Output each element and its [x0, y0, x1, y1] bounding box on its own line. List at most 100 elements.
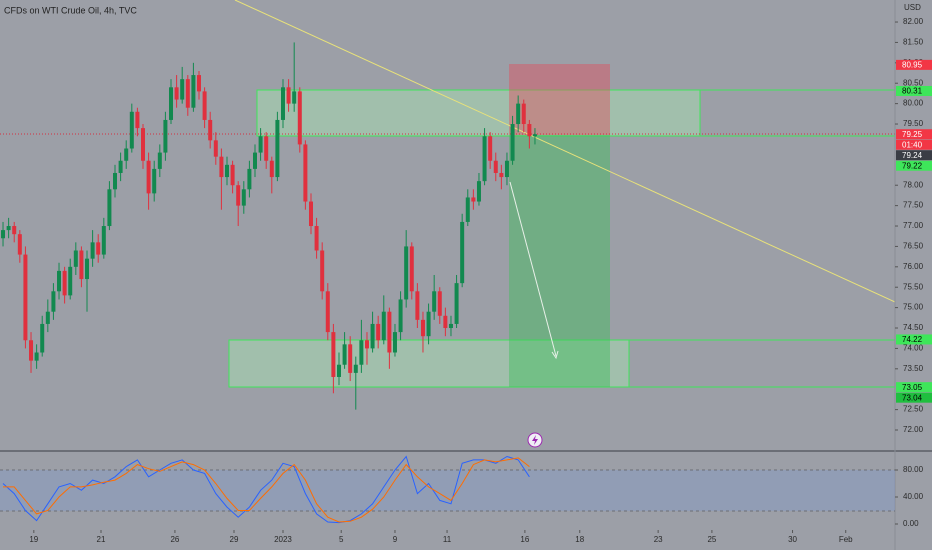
candle-body [404, 246, 409, 300]
badge-label: 73.04 [902, 393, 923, 402]
candle-body [169, 87, 174, 120]
candle-body [342, 344, 347, 365]
badge-bg [896, 392, 932, 403]
candle-body [460, 221, 465, 284]
candle-body [247, 168, 252, 190]
y-tick-label: 82.00 [903, 17, 924, 26]
candle-body [275, 119, 280, 178]
candle-body [331, 332, 336, 377]
x-tick-label: 26 [170, 535, 179, 544]
x-tick-label: 2023 [274, 535, 292, 544]
y-tick-label: 74.00 [903, 344, 924, 353]
badge-label: 79.25 [902, 130, 923, 139]
candle-body [236, 185, 241, 206]
candle-body [437, 291, 442, 316]
candle-body [208, 119, 213, 141]
candle-body [409, 246, 414, 292]
candle-body [40, 323, 45, 353]
indicator-tick-label: 40.00 [903, 492, 924, 501]
candle-body [191, 75, 196, 108]
candle-body [135, 111, 140, 129]
y-tick-label: 80.00 [903, 99, 924, 108]
badge-label: 73.05 [902, 383, 923, 392]
y-tick-label: 78.00 [903, 180, 924, 189]
trend-line [234, 0, 896, 303]
badge-label: 80.31 [902, 87, 923, 96]
candle-body [353, 364, 358, 373]
price-badge: 73.04 [896, 392, 932, 403]
badge-bg [896, 59, 932, 70]
price-badge: 73.05 [896, 382, 932, 393]
candle-body [364, 340, 369, 349]
stop-zone [509, 64, 610, 135]
candle-body [17, 234, 22, 255]
candle-body [68, 266, 73, 296]
candle-body [85, 258, 90, 280]
candle-body [230, 164, 235, 186]
candle-body [303, 144, 308, 202]
candle-body [141, 128, 146, 161]
candle-body [476, 181, 481, 202]
candle-body [454, 283, 459, 324]
candle-body [398, 299, 403, 333]
candle-body [426, 311, 431, 337]
price-badge: 74.22 [896, 334, 932, 345]
candle-body [376, 323, 381, 341]
x-tick-label: 23 [654, 535, 663, 544]
candle-body [510, 124, 515, 161]
event-bolt [532, 435, 538, 445]
candle-body [29, 340, 34, 361]
y-tick-label: 72.50 [903, 405, 924, 414]
candle-body [482, 136, 487, 182]
candle-body [325, 291, 330, 333]
badge-bg [896, 139, 932, 150]
candle-body [1, 230, 6, 239]
candle-body [252, 152, 257, 169]
x-tick-label: 11 [443, 535, 452, 544]
candle-body [12, 226, 17, 235]
candle-body [348, 344, 353, 373]
badge-bg [896, 334, 932, 345]
price-badge: 79.24 [896, 150, 932, 161]
candle-body [314, 226, 319, 251]
indicator-line [2, 455, 530, 524]
candle-body [146, 160, 151, 194]
badge-bg [896, 85, 932, 96]
badge-label: 80.95 [902, 60, 923, 69]
candle-body [6, 226, 11, 231]
y-tick-label: 81.50 [903, 38, 924, 47]
arrow-head [551, 350, 559, 360]
candle-body [286, 87, 291, 104]
x-tick-label: 9 [393, 535, 398, 544]
badge-label: 79.22 [902, 161, 923, 170]
candle-body [185, 79, 190, 108]
candle-body [392, 332, 397, 353]
price-badge: 79.25 [896, 129, 932, 140]
candle-body [57, 270, 62, 292]
candle-body [370, 323, 375, 349]
y-tick-label: 75.50 [903, 282, 924, 291]
candle-body [443, 315, 448, 329]
badge-bg [896, 150, 932, 161]
candle-body [269, 160, 274, 178]
candle-body [62, 270, 67, 296]
candle-body [79, 250, 84, 280]
candle-body [532, 134, 537, 137]
y-tick-label: 76.00 [903, 262, 924, 271]
x-tick-label: 5 [339, 535, 344, 544]
y-tick-label: 80.50 [903, 78, 924, 87]
badge-bg [896, 129, 932, 140]
indicator-line [3, 457, 530, 523]
candle-body [107, 189, 112, 227]
candle-body [320, 250, 325, 292]
badge-label: 01:40 [902, 140, 923, 149]
currency: USD [904, 3, 921, 12]
chart-title: CFDs on WTI Crude Oil, 4h, TVC [4, 5, 137, 15]
candle-body [51, 291, 56, 312]
x-tick-label: 21 [97, 535, 106, 544]
x-tick-label: 25 [707, 535, 716, 544]
candle-body [504, 160, 509, 178]
candle-body [493, 160, 498, 173]
candle-body [415, 291, 420, 320]
